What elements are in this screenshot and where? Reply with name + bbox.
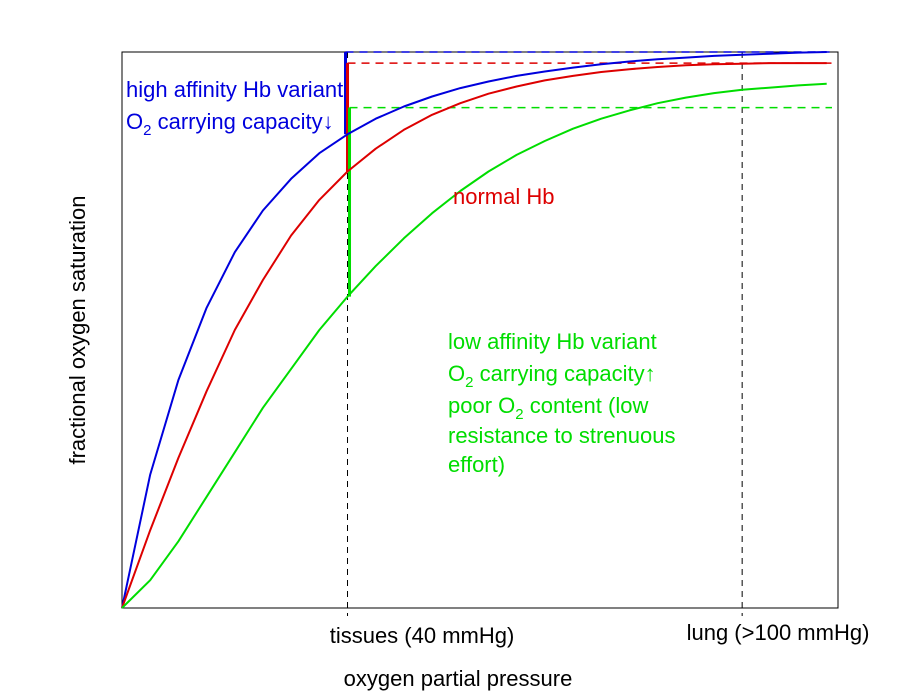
annotation-high-affinity-capacity: O2 carrying capacity↓ [126, 109, 334, 139]
curves [121, 51, 827, 609]
annotation-low-affinity-title: low affinity Hb variant [448, 329, 657, 354]
series-line-1 [121, 62, 827, 609]
x-tick-label-lung: lung (>100 mmHg) [687, 620, 870, 645]
x-tick-label-tissues: tissues (40 mmHg) [330, 623, 515, 648]
series-line-2 [121, 82, 827, 609]
arrow-up-icon: ↑ [645, 361, 656, 386]
annotation-high-affinity-title: high affinity Hb variant [126, 77, 343, 102]
x-axis-label: oxygen partial pressure [344, 666, 573, 691]
annotation-low-affinity-capacity: O2 carrying capacity↑ [448, 361, 656, 391]
capacity-markers [344, 51, 832, 297]
annotation-low-affinity-content: poor O2 content (low [448, 393, 648, 423]
plot-frame [121, 51, 839, 609]
annotation-normal-hb: normal Hb [453, 184, 554, 209]
annotation-low-affinity-resistance: resistance to strenuous [448, 423, 675, 448]
series-line-0 [121, 51, 827, 609]
annotation-low-affinity-effort: effort) [448, 452, 505, 477]
arrow-down-icon: ↓ [323, 109, 334, 134]
y-axis-label: fractional oxygen saturation [65, 195, 90, 464]
